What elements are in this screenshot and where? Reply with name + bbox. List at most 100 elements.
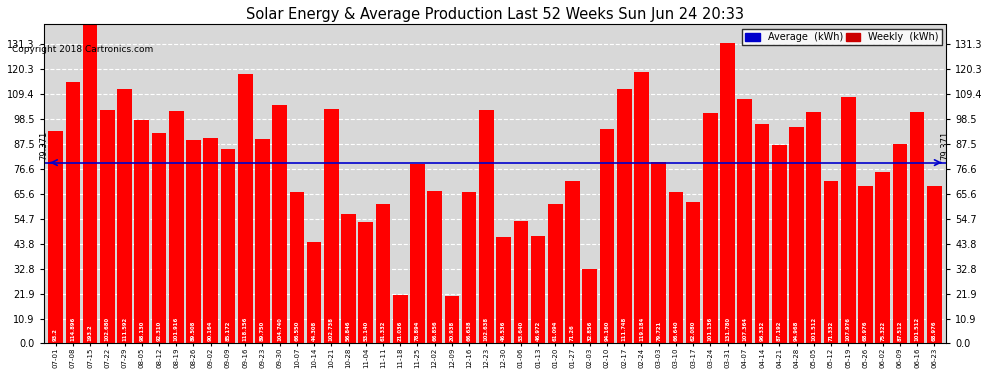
- Text: 94.160: 94.160: [605, 321, 610, 341]
- Bar: [135, 120, 149, 344]
- Text: Copyright 2018 Cartronics.com: Copyright 2018 Cartronics.com: [12, 45, 153, 54]
- Text: 66.640: 66.640: [673, 321, 678, 341]
- Bar: [255, 139, 269, 344]
- Bar: [858, 186, 873, 344]
- Text: 87.512: 87.512: [897, 321, 902, 341]
- Bar: [841, 98, 855, 344]
- Legend: Average  (kWh), Weekly  (kWh): Average (kWh), Weekly (kWh): [742, 29, 941, 45]
- Bar: [668, 192, 683, 344]
- Bar: [789, 127, 804, 344]
- Bar: [461, 192, 476, 344]
- Bar: [203, 138, 218, 344]
- Text: 46.536: 46.536: [501, 321, 506, 341]
- Text: 96.332: 96.332: [759, 321, 764, 341]
- Bar: [582, 268, 597, 344]
- Bar: [651, 162, 666, 344]
- Bar: [410, 164, 425, 344]
- Text: 71.26: 71.26: [570, 324, 575, 341]
- Text: 53.140: 53.140: [363, 321, 368, 341]
- Text: 131.780: 131.780: [725, 317, 730, 341]
- Text: 61.094: 61.094: [552, 321, 557, 341]
- Text: 114.896: 114.896: [70, 317, 75, 341]
- Bar: [824, 181, 839, 344]
- Bar: [151, 133, 166, 344]
- Text: 20.938: 20.938: [449, 321, 454, 341]
- Bar: [703, 113, 718, 344]
- Bar: [496, 237, 511, 344]
- Text: 102.738: 102.738: [329, 317, 334, 341]
- Bar: [514, 221, 529, 344]
- Text: 79.371: 79.371: [940, 131, 949, 160]
- Text: 66.638: 66.638: [466, 321, 471, 341]
- Text: 193.2: 193.2: [88, 324, 93, 341]
- Text: 92.310: 92.310: [156, 321, 161, 341]
- Bar: [565, 181, 580, 344]
- Text: 61.332: 61.332: [380, 321, 385, 341]
- Bar: [342, 214, 355, 344]
- Bar: [238, 74, 252, 344]
- Text: 102.680: 102.680: [105, 317, 110, 341]
- Text: 32.856: 32.856: [587, 321, 592, 341]
- Text: 101.916: 101.916: [174, 317, 179, 341]
- Text: 68.976: 68.976: [863, 321, 868, 341]
- Bar: [221, 149, 236, 344]
- Title: Solar Energy & Average Production Last 52 Weeks Sun Jun 24 20:33: Solar Energy & Average Production Last 5…: [246, 7, 744, 22]
- Bar: [272, 105, 287, 344]
- Text: 119.184: 119.184: [639, 317, 644, 341]
- Text: 111.748: 111.748: [622, 317, 627, 341]
- Text: 79.721: 79.721: [656, 321, 661, 341]
- Text: 93.2: 93.2: [53, 328, 58, 341]
- Bar: [65, 82, 80, 344]
- Bar: [358, 222, 373, 344]
- Bar: [100, 110, 115, 344]
- Text: 98.130: 98.130: [140, 321, 145, 341]
- Text: 87.192: 87.192: [777, 321, 782, 341]
- Text: 21.036: 21.036: [398, 321, 403, 341]
- Text: 44.308: 44.308: [312, 321, 317, 341]
- Text: 101.136: 101.136: [708, 317, 713, 341]
- Text: 89.508: 89.508: [191, 321, 196, 341]
- Text: 56.846: 56.846: [346, 321, 351, 341]
- Text: 101.512: 101.512: [915, 317, 920, 341]
- Bar: [479, 110, 494, 344]
- Text: 102.638: 102.638: [484, 317, 489, 341]
- Bar: [307, 243, 322, 344]
- Text: 111.592: 111.592: [122, 317, 127, 341]
- Text: 107.364: 107.364: [742, 317, 747, 341]
- Text: 75.322: 75.322: [880, 321, 885, 341]
- Bar: [686, 202, 701, 344]
- Text: 66.550: 66.550: [294, 321, 299, 341]
- Bar: [393, 296, 408, 344]
- Text: 53.640: 53.640: [519, 321, 524, 341]
- Bar: [445, 296, 459, 344]
- Text: 118.156: 118.156: [243, 317, 248, 341]
- Bar: [910, 112, 925, 344]
- Bar: [772, 145, 787, 344]
- Bar: [617, 89, 632, 344]
- Bar: [169, 111, 183, 344]
- Bar: [754, 124, 769, 344]
- Bar: [875, 172, 890, 344]
- Text: 89.750: 89.750: [260, 321, 265, 341]
- Bar: [635, 72, 648, 344]
- Text: 66.856: 66.856: [433, 321, 438, 341]
- Bar: [927, 186, 941, 344]
- Bar: [375, 204, 390, 344]
- Bar: [324, 110, 339, 344]
- Text: 62.080: 62.080: [691, 321, 696, 341]
- Bar: [186, 140, 201, 344]
- Bar: [531, 236, 545, 344]
- Text: 94.968: 94.968: [794, 321, 799, 341]
- Bar: [721, 43, 735, 344]
- Text: 85.172: 85.172: [226, 321, 231, 341]
- Bar: [428, 191, 442, 344]
- Text: 71.332: 71.332: [829, 321, 834, 341]
- Text: 78.894: 78.894: [415, 321, 420, 341]
- Text: 68.976: 68.976: [932, 321, 937, 341]
- Bar: [117, 89, 132, 344]
- Bar: [893, 144, 907, 344]
- Text: 107.976: 107.976: [845, 317, 850, 341]
- Bar: [548, 204, 562, 344]
- Bar: [738, 99, 752, 344]
- Text: 101.512: 101.512: [811, 317, 816, 341]
